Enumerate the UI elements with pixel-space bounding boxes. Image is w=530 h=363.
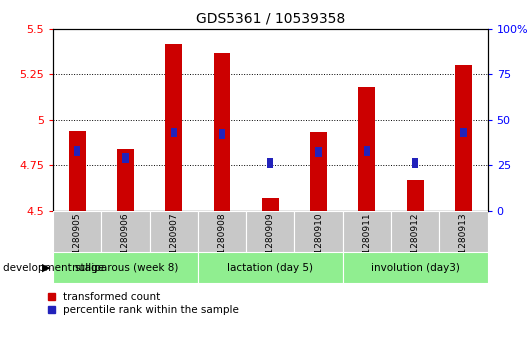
Title: GDS5361 / 10539358: GDS5361 / 10539358 <box>196 11 345 25</box>
Bar <box>198 252 343 283</box>
Bar <box>117 149 134 211</box>
Text: GSM1280908: GSM1280908 <box>217 213 226 273</box>
Text: GSM1280907: GSM1280907 <box>169 213 178 273</box>
Bar <box>407 180 423 211</box>
Text: GSM1280906: GSM1280906 <box>121 213 130 273</box>
Text: nulliparous (week 8): nulliparous (week 8) <box>72 263 179 273</box>
Bar <box>412 158 418 168</box>
Text: GSM1280912: GSM1280912 <box>411 213 420 273</box>
Bar <box>246 211 295 252</box>
Bar <box>310 132 327 211</box>
Bar <box>439 211 488 252</box>
Bar <box>295 211 343 252</box>
Text: involution (day3): involution (day3) <box>370 263 460 273</box>
Bar <box>455 65 472 211</box>
Bar <box>149 211 198 252</box>
Bar <box>101 211 149 252</box>
Legend: transformed count, percentile rank within the sample: transformed count, percentile rank withi… <box>48 292 239 315</box>
Bar <box>391 211 439 252</box>
Bar <box>198 211 246 252</box>
Bar <box>69 131 86 211</box>
Bar <box>343 211 391 252</box>
Bar <box>74 146 80 156</box>
Bar <box>343 252 488 283</box>
Bar <box>53 252 198 283</box>
Bar <box>461 127 466 138</box>
Bar <box>364 146 370 156</box>
Bar <box>315 147 322 158</box>
Text: GSM1280905: GSM1280905 <box>73 213 82 273</box>
Bar <box>267 158 273 168</box>
Bar <box>53 211 101 252</box>
Bar <box>122 153 129 163</box>
Bar <box>165 44 182 211</box>
Text: GSM1280913: GSM1280913 <box>459 213 468 273</box>
Bar <box>358 87 375 211</box>
Text: development stage: development stage <box>3 263 104 273</box>
Text: GSM1280910: GSM1280910 <box>314 213 323 273</box>
Text: GSM1280909: GSM1280909 <box>266 213 275 273</box>
Bar <box>171 127 177 138</box>
Bar <box>219 129 225 139</box>
Bar <box>262 198 279 211</box>
Text: ▶: ▶ <box>42 263 50 273</box>
Text: GSM1280911: GSM1280911 <box>363 213 372 273</box>
Bar <box>214 53 231 211</box>
Text: lactation (day 5): lactation (day 5) <box>227 263 313 273</box>
